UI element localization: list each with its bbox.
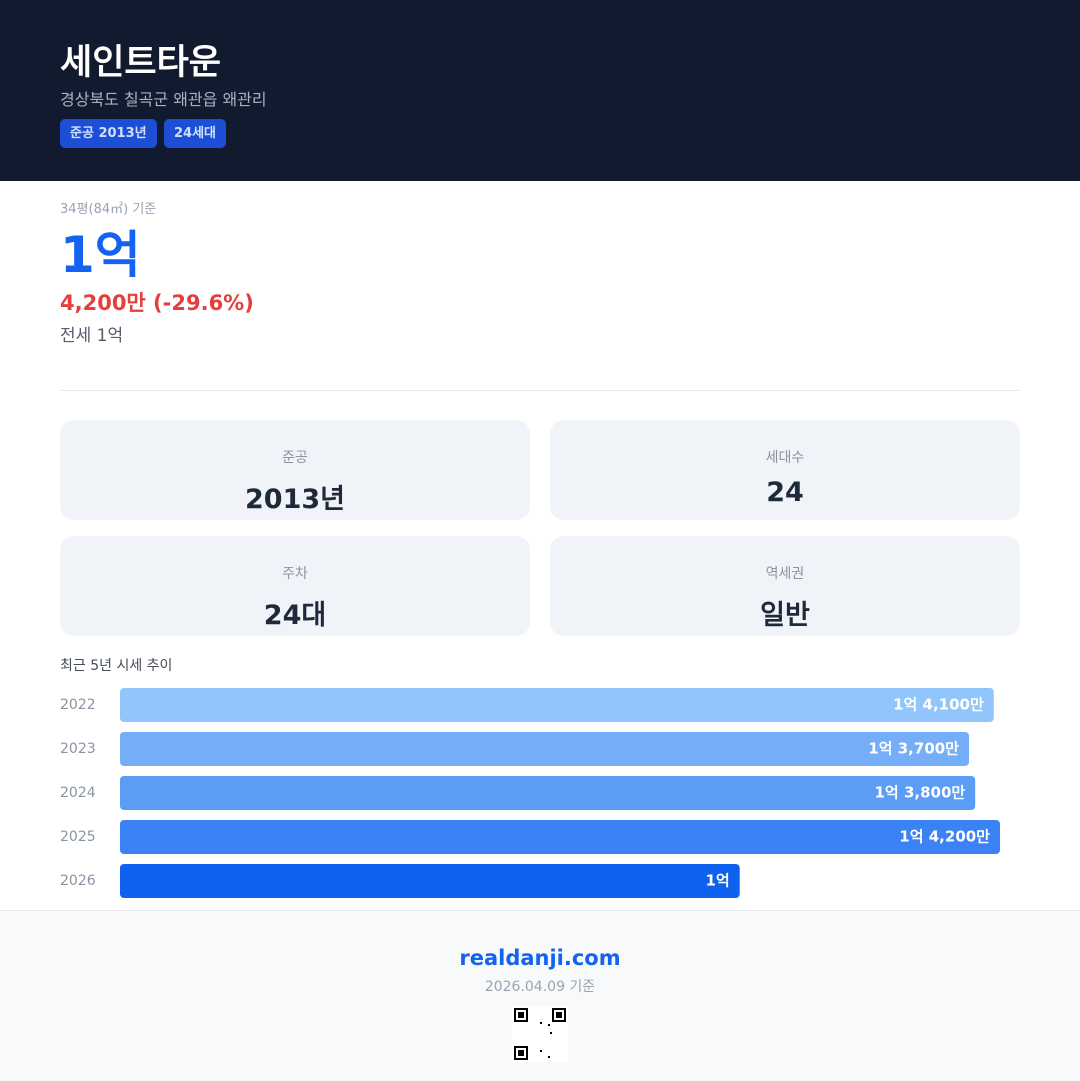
qr-finder (518, 1050, 524, 1056)
year-label: 2023 (60, 741, 96, 757)
stat-label: 세대수 (765, 450, 805, 466)
bar (120, 776, 976, 810)
qr-module (540, 1050, 542, 1052)
trend-chart: 최근 5년 시세 추이 2022 1억 4,100만 2023 1억 3,700만 20… (60, 658, 1000, 898)
bar (120, 820, 1000, 854)
site-link[interactable]: realdanji.com (459, 946, 621, 970)
bar (120, 864, 740, 898)
stat-value: 일반 (760, 600, 810, 631)
jeonse: 전세 1억 (60, 326, 124, 346)
year-label: 2025 (60, 829, 96, 845)
qr-module (548, 1024, 550, 1026)
date: 2026.04.09 기준 (484, 979, 596, 995)
header: 세인트타운 경상북도 칠곡군 왜관읍 왜관리 준공 2013년 24세대 (0, 0, 1080, 181)
stat-card: 주차 24대 (60, 536, 530, 636)
qr-module (550, 1032, 552, 1034)
bar (120, 732, 970, 766)
year-label: 2024 (60, 785, 96, 801)
value-label: 1억 3,800만 (874, 784, 965, 802)
stat-value: 24 (766, 477, 804, 508)
value-label: 1억 4,100만 (893, 696, 984, 714)
year-label: 2026 (60, 873, 96, 889)
value-label: 1억 4,200만 (899, 828, 990, 846)
footer: realdanji.com 2026.04.09 기준 (0, 910, 1080, 1081)
qr-code (512, 1006, 568, 1062)
qr-module (548, 1056, 550, 1058)
stat-label: 역세권 (765, 566, 805, 582)
qr-finder (518, 1012, 524, 1018)
chart-title: 최근 5년 시세 추이 (60, 658, 172, 674)
bar (120, 688, 994, 722)
price-change: 4,200만 (-29.6%) (60, 291, 254, 315)
stat-card: 역세권 일반 (550, 536, 1020, 636)
divider (60, 390, 1020, 391)
year-label: 2022 (60, 697, 96, 713)
stat-card: 세대수 24 (550, 420, 1020, 520)
value-label: 1억 3,700만 (868, 740, 959, 758)
qr-module (540, 1022, 542, 1024)
stat-value: 24대 (263, 600, 327, 631)
stat-value: 2013년 (245, 484, 345, 515)
badge: 준공 2013년 (60, 119, 157, 148)
stat-label: 주차 (282, 566, 308, 582)
complex-name: 세인트타운 (60, 43, 222, 83)
badge: 24세대 (164, 119, 227, 148)
price-basis: 34평(84㎡) 기준 (60, 202, 157, 217)
address: 경상북도 칠곡군 왜관읍 왜관리 (60, 90, 267, 109)
stat-label: 준공 (282, 450, 308, 466)
stat-card: 준공 2013년 (60, 420, 530, 520)
value-label: 1억 (705, 872, 729, 890)
qr-finder (556, 1012, 562, 1018)
price-main: 1억 (60, 226, 141, 284)
